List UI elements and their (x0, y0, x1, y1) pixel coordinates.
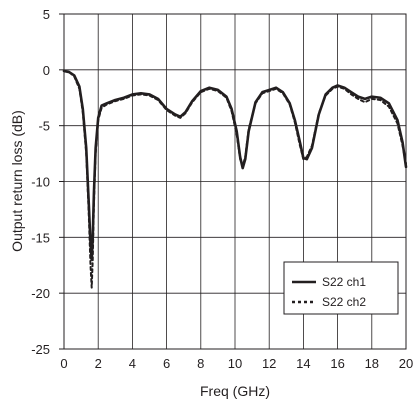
x-tick-label: 16 (330, 356, 344, 371)
x-tick-label: 8 (197, 356, 204, 371)
y-tick-label: -5 (38, 119, 50, 134)
series-line-2 (63, 69, 407, 289)
x-tick-label: 14 (296, 356, 310, 371)
y-tick-label: 5 (43, 7, 50, 22)
y-tick-label: 0 (43, 63, 50, 78)
legend-label-s22-ch1: S22 ch1 (322, 275, 366, 289)
x-tick-label: 10 (228, 356, 242, 371)
y-tick-label: -15 (31, 230, 50, 245)
x-tick-label: 20 (399, 356, 413, 371)
y-tick-label: -25 (31, 342, 50, 357)
legend: S22 ch1 S22 ch2 (283, 261, 399, 315)
y-axis-title: Output return loss (dB) (9, 110, 25, 252)
x-tick-label: 2 (95, 356, 102, 371)
axis-ticks: 0 2 4 6 8 10 12 14 16 18 20 5 0 -5 -10 -15 -20 -25 (31, 7, 413, 371)
x-axis-title: Freq (GHz) (200, 383, 270, 399)
series-lines (62, 69, 408, 289)
x-tick-label: 6 (163, 356, 170, 371)
legend-label-s22-ch2: S22 ch2 (322, 295, 366, 309)
y-tick-label: -20 (31, 286, 50, 301)
x-tick-label: 4 (129, 356, 136, 371)
legend-box (283, 261, 399, 315)
x-tick-label: 12 (262, 356, 276, 371)
x-tick-label: 0 (60, 356, 67, 371)
y-tick-label: -10 (31, 175, 50, 190)
x-tick-label: 18 (365, 356, 379, 371)
